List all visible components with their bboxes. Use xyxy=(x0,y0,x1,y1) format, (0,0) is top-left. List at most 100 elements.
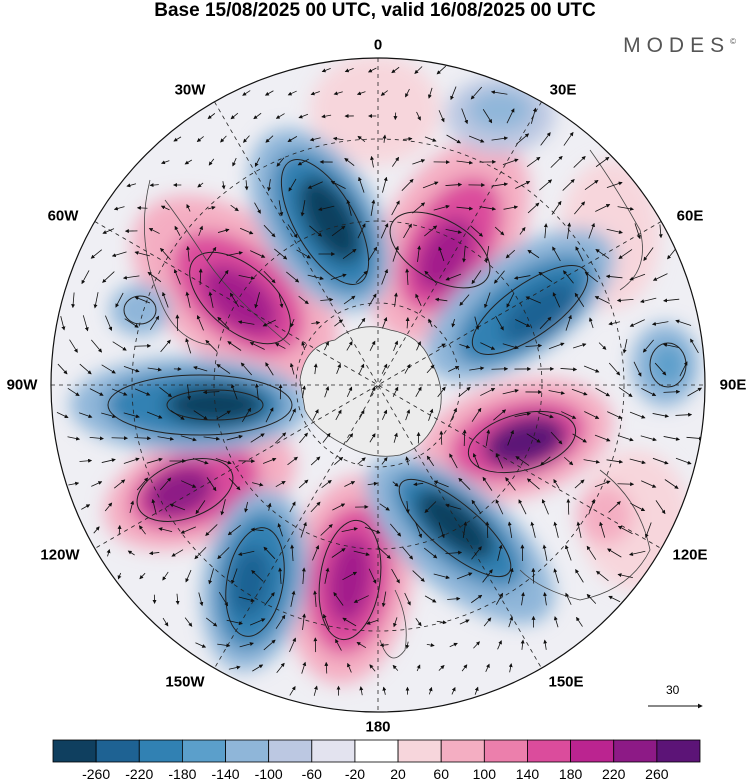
wind-arrow xyxy=(514,412,531,417)
wind-arrow xyxy=(502,388,519,395)
wind-arrow xyxy=(300,200,306,217)
wind-arrow xyxy=(301,567,306,585)
wind-arrow xyxy=(550,431,563,445)
colorbar-tick-label: -180 xyxy=(168,766,196,782)
wind-arrow xyxy=(290,318,295,328)
wind-arrow xyxy=(250,250,266,258)
wind-arrow xyxy=(207,205,216,210)
wind-arrow xyxy=(508,663,513,673)
wind-arrow xyxy=(274,248,288,260)
wind-arrow xyxy=(664,479,679,489)
wind-arrow xyxy=(208,291,214,308)
wind-arrow xyxy=(595,570,609,582)
wind-arrow xyxy=(690,338,699,354)
wind-arrow xyxy=(484,246,490,263)
colorbar-swatch xyxy=(527,739,572,763)
graticule xyxy=(51,58,705,712)
antarctic-peninsula-coast xyxy=(164,199,291,346)
lon-label-60e: 60E xyxy=(676,207,704,225)
wind-arrow xyxy=(124,318,139,328)
wind-arrow xyxy=(449,453,458,469)
wind-arrow xyxy=(485,663,490,672)
wind-arrow xyxy=(302,613,307,630)
wind-arrow xyxy=(415,618,422,627)
wind-arrow xyxy=(123,457,140,464)
wind-arrow xyxy=(331,548,346,558)
wind-arrow xyxy=(472,452,480,469)
wind-arrow xyxy=(424,225,438,237)
wind-arrow xyxy=(207,113,216,120)
wind-arrow xyxy=(106,548,111,557)
colorbar: -260 -220 -180 -140 -100 -60 -20 20 60 100 140 180 2… xyxy=(52,739,701,782)
wind-arrow xyxy=(513,275,531,280)
wind-arrow xyxy=(334,319,344,327)
wind-arrow xyxy=(461,108,468,125)
wind-arrow xyxy=(356,641,367,649)
wind-arrow xyxy=(543,592,548,606)
wind-arrow xyxy=(607,548,622,558)
wind-arrow xyxy=(368,568,377,584)
wind-arrow xyxy=(254,157,261,167)
map-title: Base 15/08/2025 00 UTC, valid 16/08/2025… xyxy=(154,0,596,21)
wind-arrow xyxy=(91,481,103,487)
wind-arrow xyxy=(174,225,181,236)
wind-arrow xyxy=(134,251,150,257)
wind-arrow xyxy=(537,412,554,419)
wind-arrow xyxy=(538,271,553,283)
wind-arrow xyxy=(392,386,399,397)
wind-arrow xyxy=(417,245,422,262)
wind-arrow xyxy=(381,409,388,420)
lon-label-30w: 30W xyxy=(174,81,206,99)
wind-arrow xyxy=(278,200,284,217)
wind-arrow xyxy=(436,620,447,625)
wind-arrow xyxy=(196,314,204,331)
wind-arrow xyxy=(91,339,103,353)
wind-arrow xyxy=(203,436,221,441)
wind-arrow xyxy=(113,206,125,211)
wind-arrow xyxy=(618,387,633,397)
wind-arrow xyxy=(412,202,426,214)
wind-arrow xyxy=(198,268,203,286)
wind-arrow xyxy=(456,160,474,165)
wind-arrow xyxy=(344,67,354,73)
wind-arrow xyxy=(484,292,491,309)
wind-arrow xyxy=(412,570,425,582)
wind-arrow xyxy=(415,386,422,398)
wind-arrow xyxy=(583,459,601,464)
wind-arrow xyxy=(508,616,514,628)
wind-arrow xyxy=(482,569,493,583)
wind-arrow xyxy=(482,476,493,491)
wind-arrow xyxy=(525,296,541,304)
colorbar-swatch xyxy=(613,739,658,763)
wind-arrow xyxy=(290,544,295,562)
wind-arrow xyxy=(262,457,277,464)
lon-label-180: 180 xyxy=(365,718,391,736)
wind-arrow xyxy=(436,65,447,75)
wind-arrow xyxy=(202,390,220,395)
wind-arrow xyxy=(663,389,681,394)
wind-arrow xyxy=(459,343,471,349)
wind-arrow xyxy=(139,572,146,580)
wind-arrow xyxy=(129,500,135,514)
wind-arrow xyxy=(307,274,324,281)
wind-arrow xyxy=(151,498,157,515)
wind-arrow xyxy=(216,364,231,374)
wind-arrow xyxy=(321,479,332,488)
wind-arrow xyxy=(312,409,319,421)
wind-arrow xyxy=(71,292,76,309)
wind-arrow xyxy=(651,321,669,326)
wind-arrow xyxy=(447,596,461,601)
wind-arrow xyxy=(322,432,331,443)
wind-arrow xyxy=(117,524,122,535)
wind-arrow xyxy=(459,619,470,625)
wind-arrow xyxy=(382,316,388,329)
wind-arrow xyxy=(228,477,241,491)
wind-arrow xyxy=(220,499,226,516)
wind-arrow xyxy=(573,343,587,349)
wind-arrow xyxy=(218,591,229,607)
wind-arrow xyxy=(515,456,530,466)
colorbar-swatch xyxy=(483,739,528,763)
wind-arrow xyxy=(310,456,321,466)
wind-arrow xyxy=(634,223,641,240)
wind-arrow xyxy=(205,617,218,627)
